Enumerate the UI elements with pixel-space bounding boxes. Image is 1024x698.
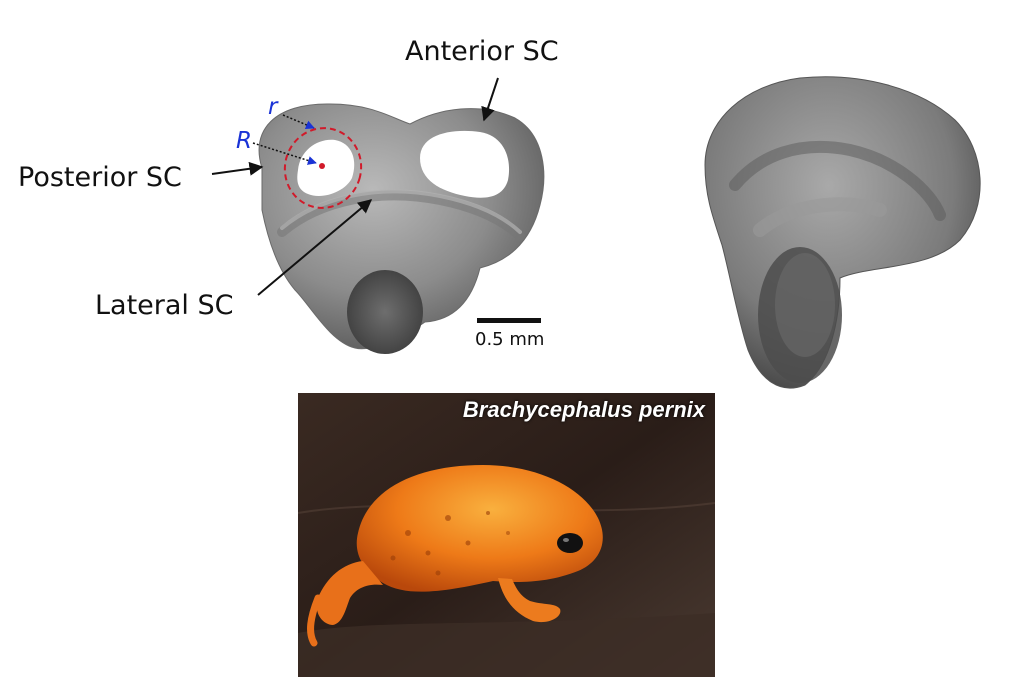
- anterior-arrow: [481, 77, 499, 122]
- r-small-pointer: [282, 114, 315, 130]
- r-large-label: R: [236, 128, 252, 154]
- species-name: Brachycephalus pernix: [462, 397, 705, 422]
- frog-photo: Brachycephalus pernix: [298, 393, 715, 677]
- inner-ear-model-right: [704, 76, 981, 389]
- inner-ear-model-left: [258, 103, 545, 354]
- posterior-arrow: [211, 161, 264, 176]
- lateral-sc-label: Lateral SC: [95, 290, 234, 321]
- frog-photo-illustration: [298, 393, 715, 677]
- lateral-arrow: [257, 199, 373, 296]
- frog: [307, 465, 603, 647]
- annotation-arrows: [211, 77, 499, 296]
- anterior-sc-label: Anterior SC: [405, 36, 559, 67]
- scale-bar: [477, 318, 541, 323]
- scale-bar-label: 0.5 mm: [475, 329, 545, 350]
- posterior-sc-label: Posterior SC: [18, 162, 182, 193]
- r-small-label: r: [268, 94, 278, 120]
- r-large-pointer: [252, 142, 317, 165]
